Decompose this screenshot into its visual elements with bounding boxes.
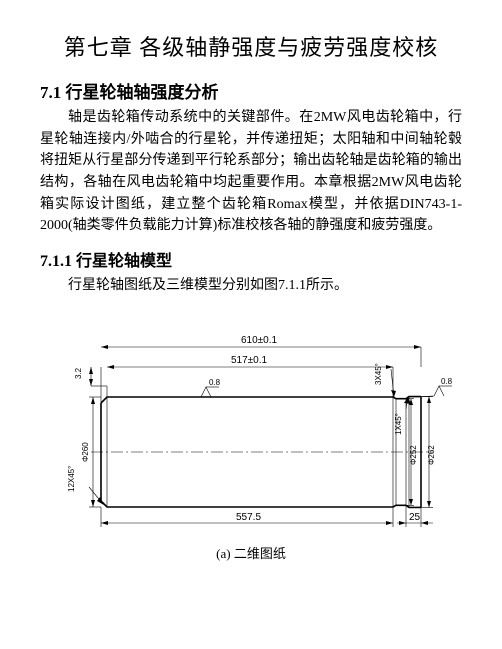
dim-mid-length: 517±0.1 bbox=[231, 355, 268, 366]
dim-overall-length: 610±0.1 bbox=[241, 335, 278, 346]
technical-drawing: 610±0.1 517±0.1 3.2 0.8 0.8 bbox=[41, 307, 461, 537]
section-heading-7-1: 7.1 行星轮轴轴强度分析 bbox=[40, 78, 462, 103]
dim-diameter-step1: Φ252 bbox=[409, 445, 418, 465]
dim-left-step-height: 3.2 bbox=[74, 367, 83, 379]
roughness-symbol-left: 0.8 bbox=[201, 378, 221, 397]
figure-7-1-1: 610±0.1 517±0.1 3.2 0.8 0.8 bbox=[40, 307, 462, 562]
dim-right-step: 25 bbox=[409, 512, 421, 523]
roughness-symbol-right: 0.8 bbox=[434, 377, 453, 396]
section-paragraph-7-1: 轴是齿轮箱传动系统中的关键部件。在2MW风电齿轮箱中，行星轮轴连接内/外啮合的行… bbox=[40, 107, 462, 237]
dim-diameter-step2: Φ262 bbox=[427, 445, 436, 465]
section-intro-7-1-1: 行星轮轴图纸及三维模型分别如图7.1.1所示。 bbox=[40, 275, 462, 297]
figure-caption: (a) 二维图纸 bbox=[40, 543, 462, 562]
svg-text:0.8: 0.8 bbox=[209, 378, 221, 387]
chamfer-right-2: 1X45° bbox=[394, 397, 411, 435]
svg-text:0.8: 0.8 bbox=[441, 377, 453, 386]
svg-text:3X45°: 3X45° bbox=[374, 363, 383, 385]
dim-left-length: 557.5 bbox=[236, 512, 261, 523]
svg-text:1X45°: 1X45° bbox=[394, 413, 403, 435]
section-heading-7-1-1: 7.1.1 行星轮轴模型 bbox=[40, 247, 462, 271]
chapter-title: 第七章 各级轴静强度与疲劳强度校核 bbox=[40, 30, 462, 62]
svg-text:12X45°: 12X45° bbox=[67, 465, 76, 491]
chamfer-left: 12X45° bbox=[67, 465, 104, 504]
dim-diameter-main: Φ260 bbox=[81, 442, 90, 462]
